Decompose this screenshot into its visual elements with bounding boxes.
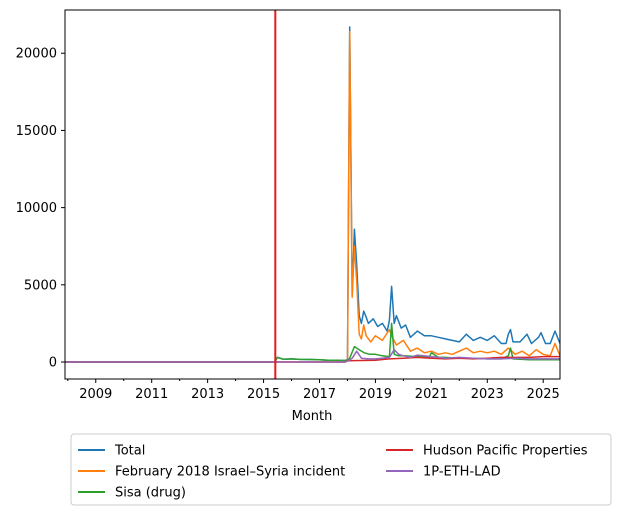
x-tick-label: 2015 [247,387,280,402]
series-line-3 [65,355,560,363]
x-tick-label: 2025 [527,387,560,402]
legend-label: Sisa (drug) [115,486,186,501]
x-tick-label: 2023 [471,387,504,402]
legend-label: Total [114,444,145,459]
x-tick-label: 2021 [415,387,448,402]
x-tick-label: 2011 [135,387,168,402]
y-tick-label: 0 [49,356,57,371]
y-tick-label: 5000 [24,278,57,293]
plot-area [65,10,560,379]
y-tick-label: 10000 [16,201,57,216]
series-layer [65,26,561,363]
y-tick-label: 20000 [16,47,57,62]
legend-label: Hudson Pacific Properties [423,444,588,459]
x-axis: 2009 2011 2013 2015 2017 2019 2021 2023 2025 [67,379,560,402]
legend: Total February 2018 Israel–Syria incident… [70,433,612,506]
x-tick-label: 2019 [359,387,392,402]
x-tick-label: 2009 [79,387,112,402]
series-line-4 [65,348,560,363]
y-axis: 0 5000 10000 15000 20000 [16,47,65,371]
legend-label: 1P-ETH-LAD [423,465,501,480]
legend-frame [70,433,612,506]
plot-frame [64,9,561,380]
x-axis-label: Month [292,409,333,424]
series-line-1 [65,30,561,363]
x-tick-label: 2013 [191,387,224,402]
legend-label: February 2018 Israel–Syria incident [115,465,345,480]
x-tick-label: 2017 [303,387,336,402]
y-tick-label: 15000 [16,124,57,139]
